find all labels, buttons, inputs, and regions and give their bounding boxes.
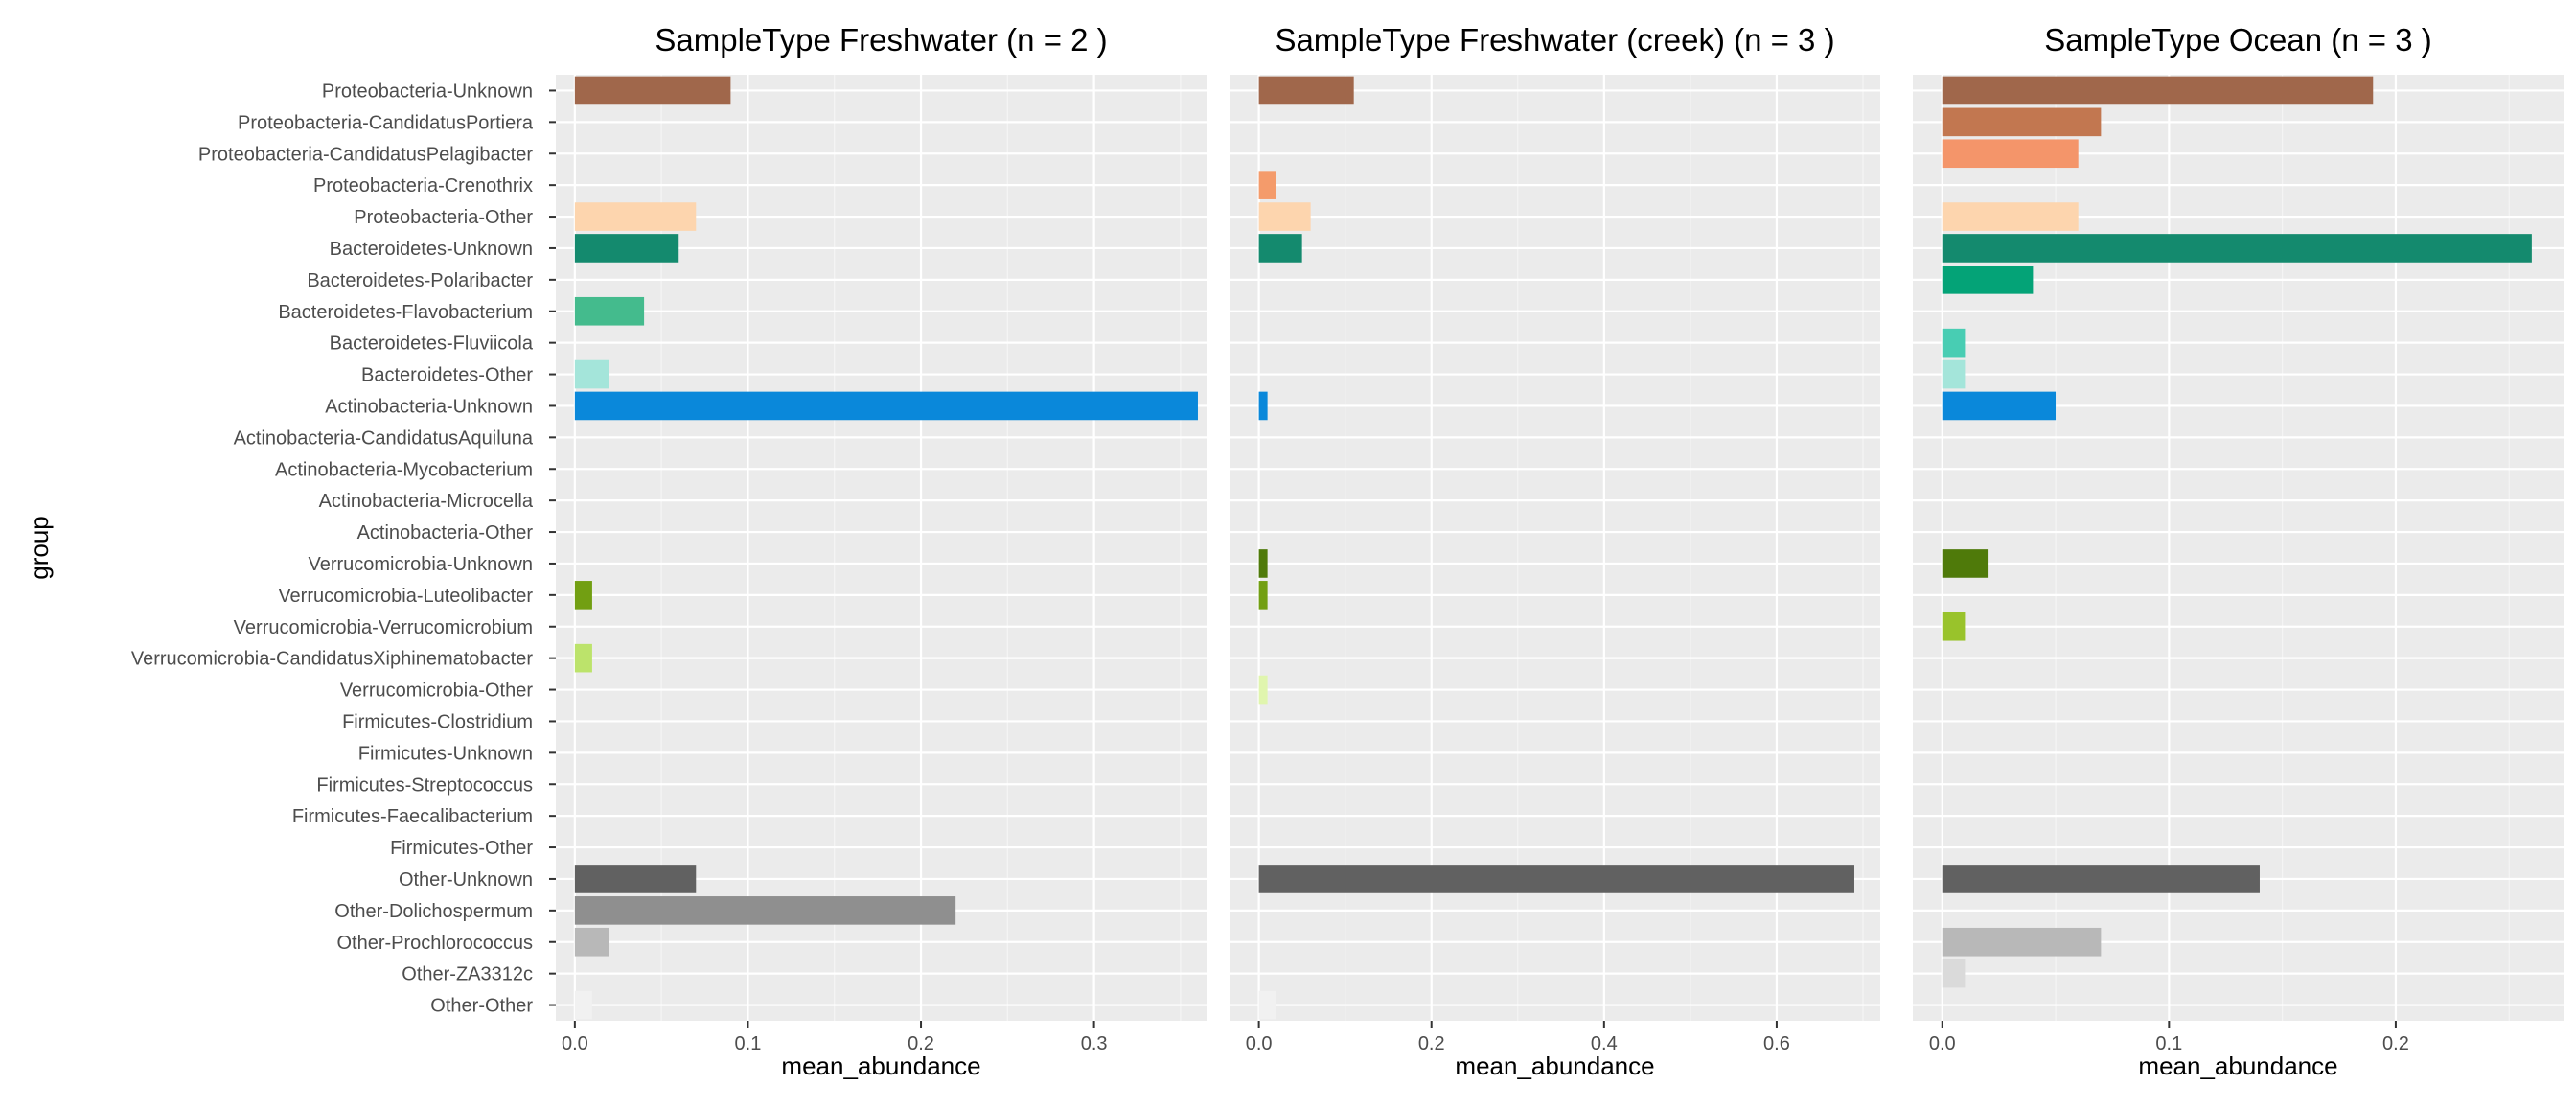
x-axis-title: mean_abundance <box>1455 1051 1654 1080</box>
y-tick-label: Bacteroidetes-Other <box>361 365 533 386</box>
bar-proteobacteria-unknown <box>1942 76 2374 105</box>
y-tick-label: Bacteroidetes-Flavobacterium <box>278 302 533 323</box>
y-tick-label: Verrucomicrobia-CandidatusXiphinematobac… <box>131 649 533 670</box>
panel-title: SampleType Ocean (n = 3 ) <box>2044 22 2431 58</box>
bar-bacteroidetes-flavobacterium <box>574 296 645 326</box>
bar-other-dolichospermum <box>574 896 956 925</box>
bar-proteobacteria-crenothrix <box>1258 171 1276 199</box>
bar-other-unknown <box>574 865 697 893</box>
y-tick-label: Verrucomicrobia-Other <box>340 681 534 702</box>
bar-verrucomicrobia-luteolibacter <box>1258 581 1268 610</box>
panel-background <box>556 75 1207 1021</box>
x-tick-label: 0.6 <box>1763 1033 1790 1054</box>
x-tick-label: 0.2 <box>2382 1033 2409 1054</box>
y-tick-label: Proteobacteria-Crenothrix <box>313 175 533 196</box>
y-tick-label: Firmicutes-Faecalibacterium <box>292 806 533 827</box>
bar-bacteroidetes-unknown <box>574 234 679 263</box>
y-tick-label: Other-Prochlorococcus <box>336 933 533 954</box>
panels-layer: 0.0 0.1 0.2 0.3 mean_abundance SampleType Fre… <box>556 22 2564 1080</box>
bar-verrucomicrobia-unknown <box>1258 549 1268 578</box>
bar-proteobacteria-other <box>574 202 697 231</box>
bar-bacteroidetes-unknown <box>1942 234 2532 263</box>
y-tick-label: Firmicutes-Streptococcus <box>316 774 533 796</box>
y-tick-label: Verrucomicrobia-Luteolibacter <box>278 586 533 607</box>
x-axis-title: mean_abundance <box>781 1051 980 1080</box>
y-tick-label: Proteobacteria-CandidatusPortiera <box>238 112 534 133</box>
y-tick-label: Verrucomicrobia-Verrucomicrobium <box>234 617 533 638</box>
bar-bacteroidetes-other <box>1942 359 1966 389</box>
y-tick-label: Other-Unknown <box>399 869 533 890</box>
y-tick-label: Firmicutes-Other <box>390 838 533 859</box>
y-tick-label: Firmicutes-Unknown <box>358 743 533 764</box>
bar-verrucomicrobia-other <box>1258 675 1268 705</box>
bar-verrucomicrobia-candidatusxiphinematobacter <box>574 643 592 673</box>
y-axis-title: group <box>25 516 54 580</box>
bar-proteobacteria-unknown <box>574 76 731 105</box>
x-tick-label: 0.2 <box>908 1033 934 1054</box>
x-tick-label: 0.0 <box>1246 1033 1273 1054</box>
bar-bacteroidetes-unknown <box>1258 234 1302 263</box>
bar-other-other <box>574 990 592 1020</box>
bar-other-prochlorococcus <box>1942 927 2102 957</box>
y-tick-label: Proteobacteria-CandidatusPelagibacter <box>198 144 533 165</box>
bar-other-za3312c <box>1942 959 1966 988</box>
panel-3: 0.0 0.1 0.2 mean_abundance SampleType Ocean … <box>1913 22 2564 1080</box>
bar-proteobacteria-other <box>1942 202 2079 231</box>
bar-other-unknown <box>1942 865 2260 893</box>
y-axis: Proteobacteria-Unknown Proteobacteria-Can… <box>131 81 556 1017</box>
x-tick-label: 0.1 <box>2155 1033 2182 1054</box>
x-tick-label: 0.0 <box>1929 1033 1956 1054</box>
y-tick-label: Bacteroidetes-Fluviicola <box>330 334 534 355</box>
y-tick-label: Actinobacteria-Other <box>357 522 534 543</box>
x-tick-label: 0.0 <box>562 1033 588 1054</box>
panel-title: SampleType Freshwater (creek) (n = 3 ) <box>1275 22 1834 58</box>
panel-title: SampleType Freshwater (n = 2 ) <box>655 22 1107 58</box>
y-tick-label: Actinobacteria-Mycobacterium <box>275 459 533 480</box>
y-tick-label: Actinobacteria-CandidatusAquiluna <box>234 427 534 449</box>
panel-1: 0.0 0.1 0.2 0.3 mean_abundance SampleType Fre… <box>556 22 1207 1080</box>
bar-verrucomicrobia-verrucomicrobium <box>1942 612 1966 641</box>
y-tick-label: Bacteroidetes-Unknown <box>330 239 533 260</box>
bar-bacteroidetes-polaribacter <box>1942 266 2034 294</box>
panel-background <box>1913 75 2564 1021</box>
x-tick-label: 0.3 <box>1081 1033 1108 1054</box>
panel-2: 0.0 0.2 0.4 0.6 mean_abundance SampleType Fre… <box>1230 22 1880 1080</box>
y-tick-label: Other-ZA3312c <box>402 964 533 985</box>
bar-actinobacteria-unknown <box>1258 391 1268 421</box>
x-tick-label: 0.2 <box>1418 1033 1445 1054</box>
bar-verrucomicrobia-unknown <box>1942 549 1989 578</box>
y-tick-label: Actinobacteria-Microcella <box>319 491 534 512</box>
bar-other-unknown <box>1258 865 1854 893</box>
bar-other-prochlorococcus <box>574 927 610 957</box>
bar-bacteroidetes-fluviicola <box>1942 328 1966 358</box>
bar-verrucomicrobia-luteolibacter <box>574 581 592 610</box>
panel-background <box>1230 75 1880 1021</box>
bar-proteobacteria-candidatusportiera <box>1942 107 2102 137</box>
y-tick-label: Proteobacteria-Other <box>354 207 533 228</box>
x-tick-label: 0.1 <box>735 1033 762 1054</box>
x-axis-title: mean_abundance <box>2138 1051 2337 1080</box>
y-tick-label: Proteobacteria-Unknown <box>322 81 533 102</box>
bar-actinobacteria-unknown <box>574 391 1198 421</box>
y-tick-label: Other-Other <box>430 996 533 1017</box>
bar-actinobacteria-unknown <box>1942 391 2057 421</box>
bar-other-other <box>1258 990 1276 1020</box>
bar-proteobacteria-other <box>1258 202 1311 231</box>
y-tick-label: Verrucomicrobia-Unknown <box>308 554 533 575</box>
bar-bacteroidetes-other <box>574 359 610 389</box>
y-tick-label: Actinobacteria-Unknown <box>325 396 533 417</box>
y-tick-label: Firmicutes-Clostridium <box>342 711 533 732</box>
y-tick-label: Bacteroidetes-Polaribacter <box>307 270 533 291</box>
y-tick-label: Other-Dolichospermum <box>334 901 533 922</box>
x-tick-label: 0.4 <box>1591 1033 1618 1054</box>
bar-proteobacteria-unknown <box>1258 76 1354 105</box>
bar-proteobacteria-candidatuspelagibacter <box>1942 139 2079 169</box>
